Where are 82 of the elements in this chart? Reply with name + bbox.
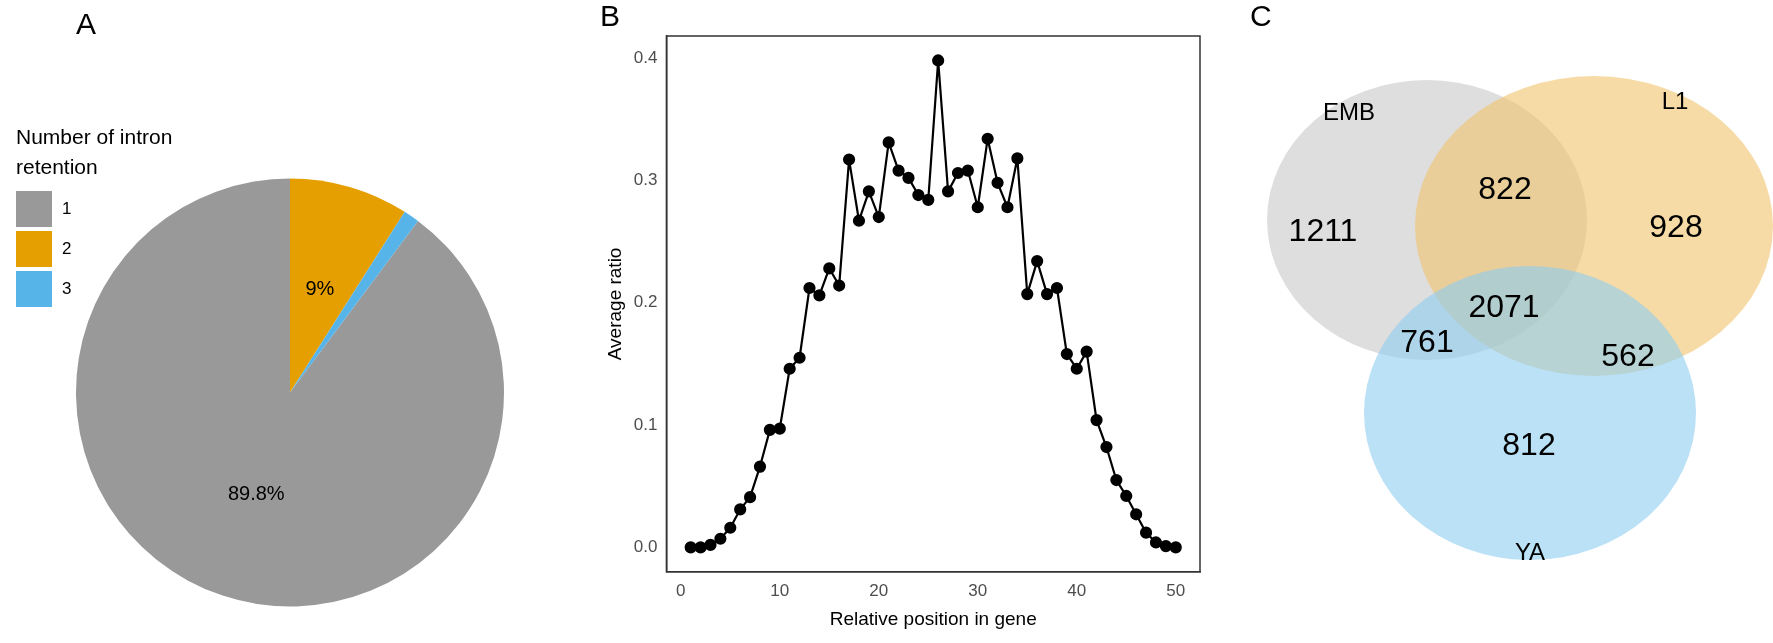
point bbox=[1100, 440, 1113, 454]
point bbox=[1040, 288, 1054, 301]
point bbox=[842, 153, 856, 166]
chart-title: A bbox=[76, 7, 97, 41]
point bbox=[1090, 414, 1103, 427]
point bbox=[1031, 254, 1044, 268]
point bbox=[882, 136, 895, 149]
point bbox=[971, 201, 984, 214]
point bbox=[852, 214, 866, 227]
y-tick-label: 0.1 bbox=[633, 414, 658, 434]
point bbox=[1120, 489, 1133, 503]
point bbox=[813, 289, 826, 302]
point bbox=[961, 164, 974, 177]
point bbox=[1159, 540, 1172, 553]
point bbox=[862, 185, 875, 198]
x-tick-label: 20 bbox=[869, 580, 889, 600]
point bbox=[1110, 473, 1123, 487]
category-label: YA bbox=[1514, 537, 1546, 565]
point bbox=[763, 423, 776, 436]
x-tick-label: 0 bbox=[676, 580, 686, 600]
legend-label: 2 bbox=[62, 239, 72, 259]
legend-label: 3 bbox=[62, 279, 72, 299]
point bbox=[793, 351, 806, 364]
point bbox=[1011, 152, 1024, 165]
point bbox=[1021, 288, 1034, 301]
point bbox=[783, 362, 796, 375]
point bbox=[1139, 526, 1153, 539]
point bbox=[694, 541, 707, 554]
point bbox=[1169, 541, 1182, 554]
text: 812 bbox=[1502, 425, 1556, 462]
text: 2071 bbox=[1468, 287, 1540, 324]
x-tick-label: 10 bbox=[770, 580, 790, 600]
point bbox=[951, 166, 965, 180]
text: 761 bbox=[1400, 322, 1454, 359]
data-label: 89.8% bbox=[227, 481, 285, 504]
point bbox=[912, 188, 925, 202]
point bbox=[823, 262, 836, 275]
y-axis-title: Average ratio bbox=[603, 247, 625, 361]
legend-title: Number of intron retention bbox=[16, 124, 174, 180]
x-tick-label: 40 bbox=[1067, 580, 1087, 600]
text: 822 bbox=[1478, 169, 1532, 206]
point bbox=[902, 171, 915, 184]
text: 1211 bbox=[1288, 211, 1358, 248]
legend-label: 1 bbox=[62, 199, 72, 219]
x-tick-label: 50 bbox=[1166, 580, 1186, 600]
point bbox=[803, 281, 816, 295]
point bbox=[753, 460, 767, 473]
point bbox=[1070, 362, 1083, 375]
y-tick-label: 0.0 bbox=[633, 537, 658, 557]
y-tick-label: 0.2 bbox=[633, 292, 658, 312]
point bbox=[704, 538, 717, 551]
point bbox=[1060, 347, 1073, 361]
point bbox=[734, 503, 747, 516]
point bbox=[892, 164, 905, 177]
point bbox=[1149, 536, 1163, 549]
y-tick-label: 0.3 bbox=[633, 170, 658, 190]
chart-title: B bbox=[600, 0, 621, 33]
x-axis-title: Relative position in gene bbox=[829, 607, 1037, 629]
point bbox=[1130, 508, 1143, 521]
point bbox=[1001, 201, 1014, 214]
point bbox=[941, 185, 955, 198]
point bbox=[743, 491, 757, 504]
point bbox=[991, 176, 1004, 189]
category-label: EMB bbox=[1322, 97, 1376, 125]
text: C bbox=[1250, 0, 1272, 33]
point bbox=[932, 54, 945, 67]
x-tick-label: 30 bbox=[968, 580, 988, 600]
point bbox=[872, 210, 885, 224]
text: 928 bbox=[1649, 207, 1703, 244]
point bbox=[922, 193, 935, 207]
point bbox=[684, 541, 697, 554]
point bbox=[724, 521, 737, 534]
text: 562 bbox=[1601, 336, 1655, 373]
point bbox=[833, 279, 846, 292]
point bbox=[981, 132, 994, 145]
data-label: 9% bbox=[305, 277, 335, 300]
category-label: L1 bbox=[1661, 86, 1689, 114]
point bbox=[1080, 345, 1093, 358]
point bbox=[714, 532, 727, 545]
point bbox=[773, 422, 786, 435]
y-tick-label: 0.4 bbox=[633, 47, 658, 67]
point bbox=[1050, 281, 1064, 295]
